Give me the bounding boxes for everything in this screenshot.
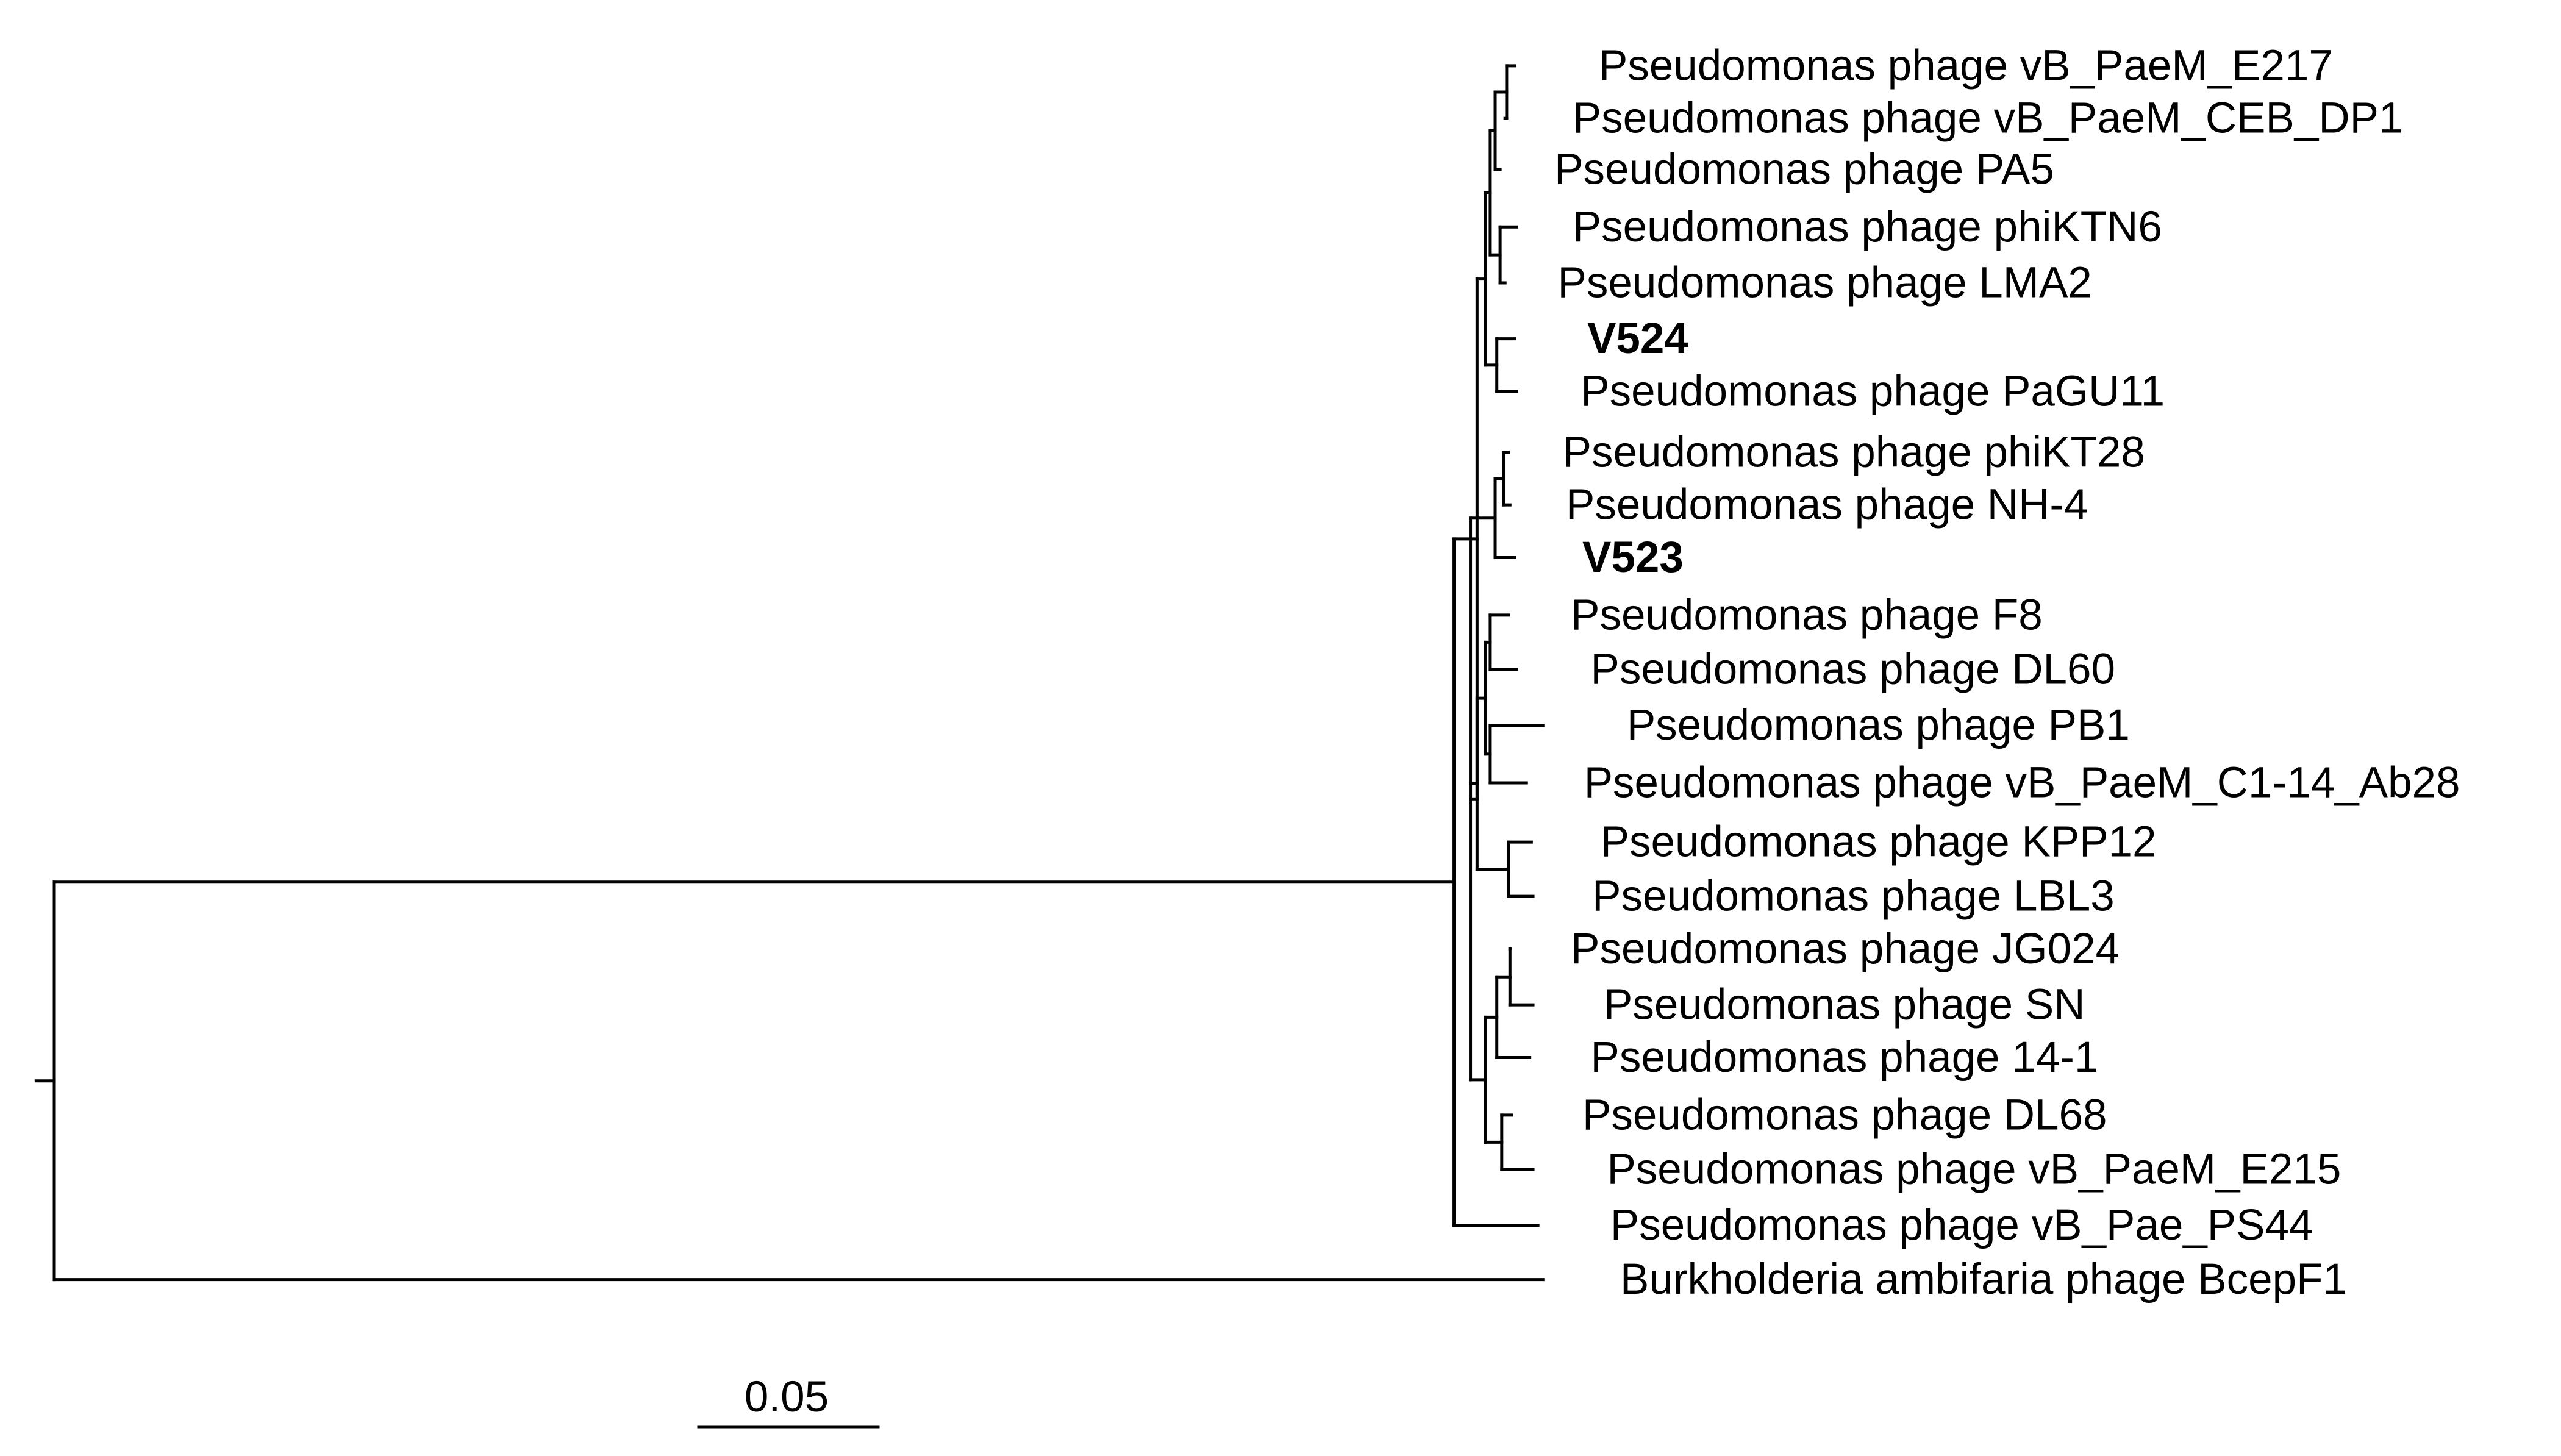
leaf-label: Pseudomonas phage DL60 bbox=[1590, 645, 2115, 693]
leaf-label: Pseudomonas phage PA5 bbox=[1554, 145, 2054, 193]
leaf-label: Pseudomonas phage NH-4 bbox=[1566, 481, 2088, 529]
tree-branches bbox=[34, 64, 1545, 1282]
leaf-label: Pseudomonas phage vB_PaeM_E217 bbox=[1599, 41, 2333, 90]
leaf-label: Pseudomonas phage SN bbox=[1604, 981, 2085, 1029]
leaf-label: Pseudomonas phage PaGU11 bbox=[1581, 368, 2165, 416]
leaf-label: Pseudomonas phage phiKTN6 bbox=[1573, 203, 2162, 251]
leaf-label: Pseudomonas phage JG024 bbox=[1571, 925, 2120, 973]
scale-bar: 0.05 bbox=[697, 1373, 880, 1429]
scale-bar-label: 0.05 bbox=[745, 1373, 829, 1421]
leaf-label: Pseudomonas phage vB_PaeM_C1-14_Ab28 bbox=[1584, 759, 2460, 807]
leaf-label: Pseudomonas phage vB_PaeM_CEB_DP1 bbox=[1573, 95, 2403, 143]
leaf-labels: Pseudomonas phage vB_PaeM_E217 Pseudomona… bbox=[1554, 41, 2460, 1304]
leaf-label: Pseudomonas phage F8 bbox=[1571, 591, 2043, 639]
leaf-label: V523 bbox=[1582, 534, 1684, 582]
leaf-label: Pseudomonas phage vB_PaeM_E215 bbox=[1607, 1145, 2341, 1193]
leaf-label: Pseudomonas phage vB_Pae_PS44 bbox=[1610, 1201, 2313, 1249]
leaf-label: Burkholderia ambifaria phage BcepF1 bbox=[1620, 1255, 2347, 1304]
leaf-label: Pseudomonas phage DL68 bbox=[1582, 1091, 2107, 1139]
leaf-label: Pseudomonas phage LMA2 bbox=[1558, 259, 2092, 307]
leaf-label: V524 bbox=[1587, 315, 1688, 363]
leaf-label: Pseudomonas phage 14-1 bbox=[1590, 1033, 2098, 1082]
leaf-label: Pseudomonas phage phiKT28 bbox=[1563, 428, 2145, 476]
leaf-label: Pseudomonas phage KPP12 bbox=[1601, 818, 2157, 866]
leaf-label: Pseudomonas phage LBL3 bbox=[1592, 873, 2115, 921]
leaf-label: Pseudomonas phage PB1 bbox=[1627, 701, 2130, 749]
